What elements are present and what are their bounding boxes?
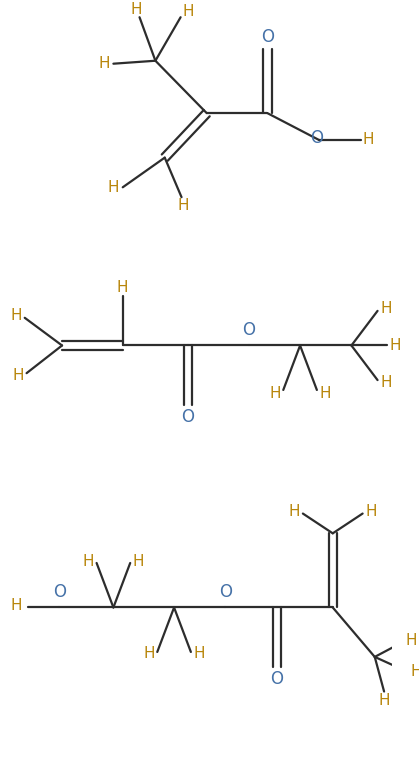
Text: O: O <box>181 408 194 425</box>
Text: H: H <box>410 664 419 679</box>
Text: H: H <box>10 598 22 613</box>
Text: H: H <box>98 56 110 71</box>
Text: H: H <box>117 279 129 295</box>
Text: O: O <box>53 583 66 601</box>
Text: H: H <box>108 180 119 195</box>
Text: H: H <box>143 646 155 662</box>
Text: H: H <box>269 387 281 401</box>
Text: H: H <box>13 367 24 383</box>
Text: O: O <box>242 320 255 339</box>
Text: H: H <box>194 646 205 662</box>
Text: O: O <box>310 129 323 147</box>
Text: H: H <box>362 132 374 147</box>
Text: O: O <box>261 28 274 46</box>
Text: H: H <box>83 554 94 568</box>
Text: H: H <box>130 2 142 17</box>
Text: H: H <box>10 308 22 323</box>
Text: H: H <box>390 338 401 353</box>
Text: H: H <box>380 374 392 390</box>
Text: H: H <box>182 4 194 19</box>
Text: O: O <box>270 669 283 688</box>
Text: H: H <box>289 504 300 519</box>
Text: H: H <box>380 301 392 317</box>
Text: H: H <box>133 554 145 568</box>
Text: O: O <box>219 583 232 601</box>
Text: H: H <box>178 198 189 212</box>
Text: H: H <box>320 387 331 401</box>
Text: H: H <box>378 693 390 708</box>
Text: H: H <box>365 504 377 519</box>
Text: H: H <box>406 632 417 648</box>
